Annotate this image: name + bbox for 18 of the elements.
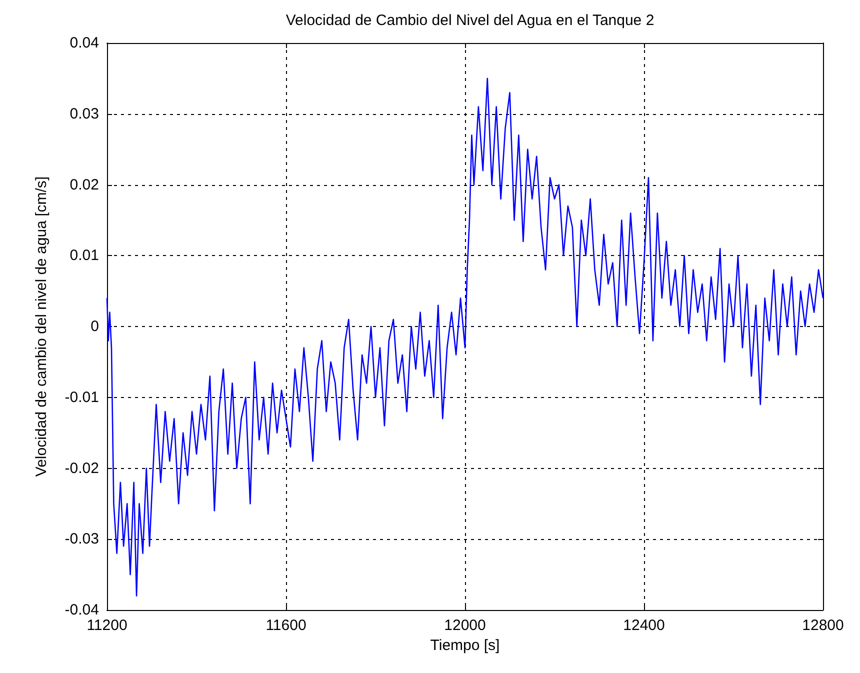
x-axis-title: Tiempo [s]	[430, 637, 500, 654]
y-tick-label: 0	[90, 318, 99, 335]
x-tick-label: 12400	[623, 617, 665, 634]
x-tick-label: 11200	[86, 617, 128, 634]
y-axis-title: Velocidad de cambio del nivel de agua [cm/s]	[33, 176, 50, 477]
y-tick-label: -0.01	[64, 388, 99, 406]
y-tick-label: 0.03	[70, 105, 99, 122]
y-tick-label: -0.03	[64, 530, 99, 548]
x-tick-label: 11600	[266, 617, 306, 634]
y-tick-label: -0.04	[64, 602, 99, 618]
y-tick-label: 0.04	[70, 34, 99, 52]
x-tick-label: 12800	[802, 617, 844, 634]
x-tick-label: 12000	[444, 617, 486, 634]
y-tick-label: 0.01	[70, 247, 99, 264]
y-tick-label: -0.02	[64, 460, 99, 477]
y-tick-label: 0.02	[70, 176, 99, 194]
line-series	[106, 78, 824, 596]
chart-title: Velocidad de Cambio del Nivel del Agua en el Tanque 2	[286, 12, 654, 29]
